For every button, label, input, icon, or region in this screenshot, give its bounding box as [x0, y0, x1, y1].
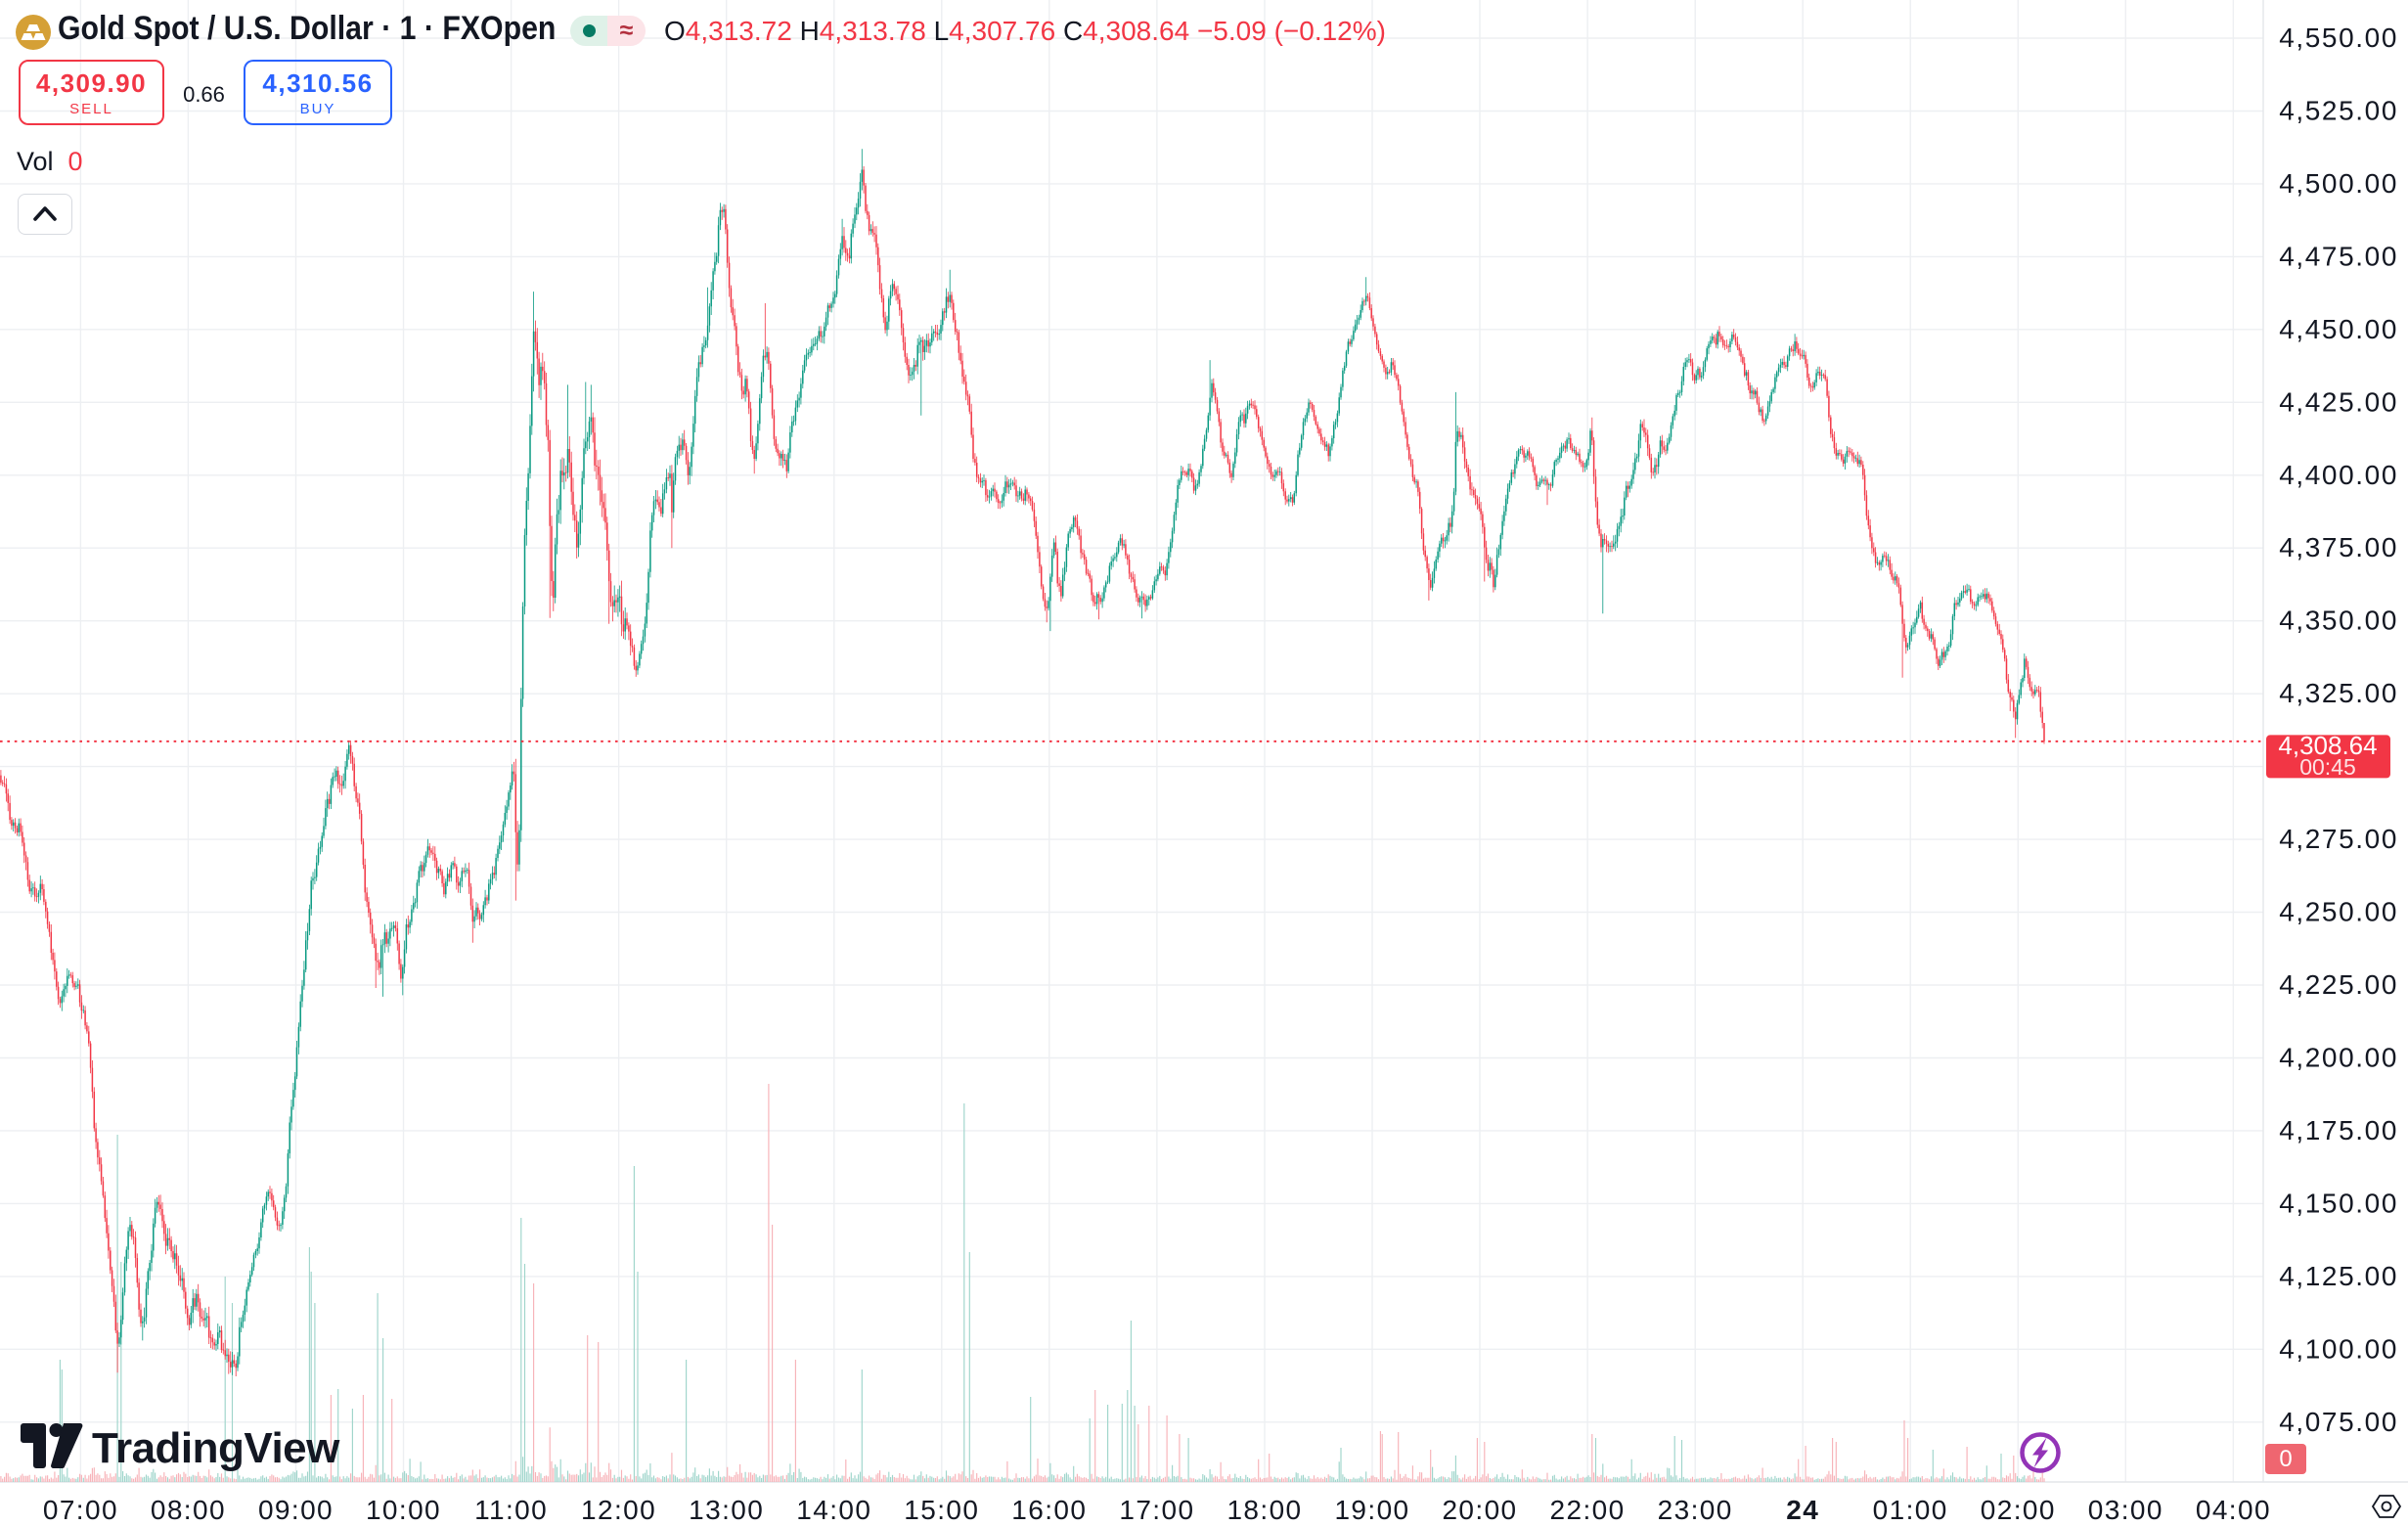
- svg-text:11:00: 11:00: [474, 1495, 548, 1525]
- svg-text:20:00: 20:00: [1442, 1495, 1517, 1525]
- svg-text:15:00: 15:00: [904, 1495, 979, 1525]
- svg-text:22:00: 22:00: [1550, 1495, 1626, 1525]
- svg-text:13:00: 13:00: [689, 1495, 764, 1525]
- svg-text:4,308.64: 4,308.64: [2278, 731, 2377, 760]
- svg-text:00:45: 00:45: [2299, 754, 2356, 780]
- svg-text:01:00: 01:00: [1873, 1495, 1948, 1525]
- svg-text:4,350.00: 4,350.00: [2279, 606, 2398, 636]
- svg-text:4,100.00: 4,100.00: [2279, 1333, 2398, 1364]
- svg-text:0: 0: [2279, 1446, 2292, 1472]
- svg-text:4,150.00: 4,150.00: [2279, 1188, 2398, 1218]
- svg-text:4,550.00: 4,550.00: [2279, 22, 2398, 53]
- svg-text:07:00: 07:00: [43, 1495, 118, 1525]
- svg-text:4,075.00: 4,075.00: [2279, 1407, 2398, 1437]
- svg-text:4,250.00: 4,250.00: [2279, 897, 2398, 927]
- svg-text:4,375.00: 4,375.00: [2279, 532, 2398, 562]
- svg-text:18:00: 18:00: [1226, 1495, 1302, 1525]
- svg-text:04:00: 04:00: [2196, 1495, 2271, 1525]
- svg-text:4,525.00: 4,525.00: [2279, 96, 2398, 126]
- svg-text:19:00: 19:00: [1334, 1495, 1409, 1525]
- svg-text:4,325.00: 4,325.00: [2279, 678, 2398, 708]
- svg-text:TradingView: TradingView: [92, 1424, 340, 1472]
- svg-text:12:00: 12:00: [581, 1495, 656, 1525]
- svg-text:17:00: 17:00: [1119, 1495, 1194, 1525]
- svg-text:4,125.00: 4,125.00: [2279, 1261, 2398, 1291]
- svg-text:4,500.00: 4,500.00: [2279, 168, 2398, 199]
- svg-text:08:00: 08:00: [151, 1495, 226, 1525]
- svg-text:16:00: 16:00: [1011, 1495, 1087, 1525]
- svg-text:4,225.00: 4,225.00: [2279, 969, 2398, 1000]
- svg-text:14:00: 14:00: [796, 1495, 871, 1525]
- svg-text:03:00: 03:00: [2088, 1495, 2163, 1525]
- svg-text:4,175.00: 4,175.00: [2279, 1115, 2398, 1145]
- svg-text:4,400.00: 4,400.00: [2279, 460, 2398, 490]
- svg-text:09:00: 09:00: [258, 1495, 334, 1525]
- svg-text:4,425.00: 4,425.00: [2279, 386, 2398, 417]
- svg-text:02:00: 02:00: [1981, 1495, 2056, 1525]
- svg-text:4,200.00: 4,200.00: [2279, 1043, 2398, 1073]
- svg-text:4,275.00: 4,275.00: [2279, 824, 2398, 854]
- svg-text:4,450.00: 4,450.00: [2279, 314, 2398, 344]
- svg-text:4,475.00: 4,475.00: [2279, 241, 2398, 271]
- svg-text:24: 24: [1786, 1495, 1819, 1525]
- svg-text:23:00: 23:00: [1658, 1495, 1733, 1525]
- svg-text:10:00: 10:00: [366, 1495, 441, 1525]
